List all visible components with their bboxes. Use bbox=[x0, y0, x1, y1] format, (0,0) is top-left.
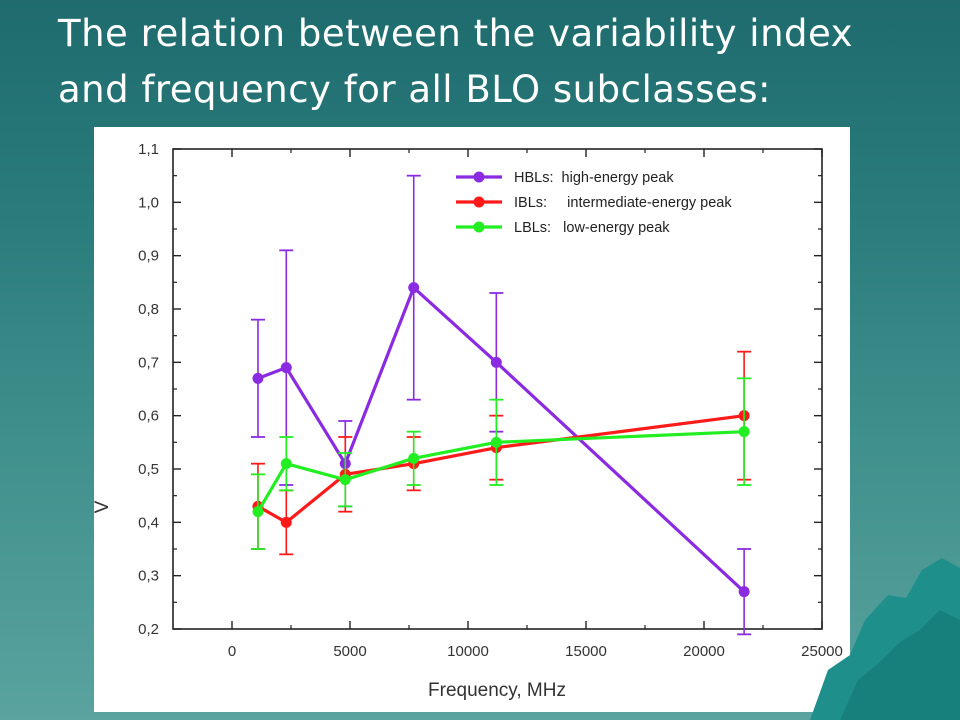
data-point bbox=[252, 506, 264, 518]
y-axis-label: V bbox=[94, 500, 113, 513]
y-tick-label: 0,7 bbox=[138, 354, 159, 371]
y-tick-label: 1,0 bbox=[138, 194, 159, 211]
legend-label-lbl: LBLs: low-energy peak bbox=[514, 220, 670, 236]
data-point bbox=[280, 458, 292, 470]
legend-marker-ibl bbox=[473, 196, 485, 208]
axis-ticks: 0 5000 10000 15000 20000 25000 0,2 0,3 0,4 0,5 0,6… bbox=[138, 141, 843, 660]
x-tick-label: 10000 bbox=[447, 643, 489, 660]
data-point bbox=[280, 516, 292, 528]
series-ibl bbox=[250, 350, 752, 556]
data-point bbox=[408, 452, 420, 464]
data-point bbox=[490, 436, 502, 448]
legend-label-hbl: HBLs: high-energy peak bbox=[514, 170, 674, 186]
y-tick-label: 0,9 bbox=[138, 248, 159, 265]
series-lbl bbox=[250, 377, 752, 550]
data-point bbox=[738, 426, 750, 438]
legend: HBLs: high-energy peak IBLs: intermediate… bbox=[456, 170, 732, 236]
x-tick-label: 20000 bbox=[683, 643, 725, 660]
y-tick-label: 0,2 bbox=[138, 621, 159, 638]
y-tick-label: 0,5 bbox=[138, 461, 159, 478]
x-tick-label: 15000 bbox=[565, 643, 607, 660]
series-line bbox=[256, 430, 745, 513]
data-point bbox=[280, 362, 292, 374]
data-point bbox=[408, 282, 420, 294]
x-tick-label: 0 bbox=[228, 643, 236, 660]
data-point bbox=[252, 372, 264, 384]
slide-title-line-1: The relation between the variability ind… bbox=[58, 12, 854, 55]
legend-marker-hbl bbox=[473, 171, 485, 183]
data-point bbox=[490, 356, 502, 368]
y-tick-label: 0,4 bbox=[138, 514, 159, 531]
y-tick-label: 0,8 bbox=[138, 301, 159, 318]
data-point bbox=[339, 474, 351, 486]
series-hbl bbox=[250, 174, 752, 636]
slide-title: The relation between the variability ind… bbox=[58, 6, 948, 118]
slide-title-line-2: and frequency for all BLO subclasses: bbox=[58, 68, 771, 111]
y-tick-label: 0,6 bbox=[138, 408, 159, 425]
decorative-mountain-graphic bbox=[810, 558, 960, 720]
variability-chart: 0 5000 10000 15000 20000 25000 0,2 0,3 0,4 0,5 0,6… bbox=[92, 141, 843, 701]
x-tick-label: 25000 bbox=[801, 643, 843, 660]
data-point bbox=[738, 586, 750, 598]
plot-frame bbox=[172, 148, 823, 630]
y-tick-label: 0,3 bbox=[138, 568, 159, 585]
legend-label-ibl: IBLs: intermediate-energy peak bbox=[514, 195, 732, 211]
y-tick-label: 1,1 bbox=[138, 141, 159, 158]
chart-panel: 0 5000 10000 15000 20000 25000 0,2 0,3 0,4 0,5 0,6… bbox=[92, 127, 850, 712]
legend-marker-lbl bbox=[473, 221, 485, 233]
x-axis-label: Frequency, MHz bbox=[428, 680, 566, 701]
data-series bbox=[250, 174, 752, 636]
x-tick-label: 5000 bbox=[333, 643, 366, 660]
